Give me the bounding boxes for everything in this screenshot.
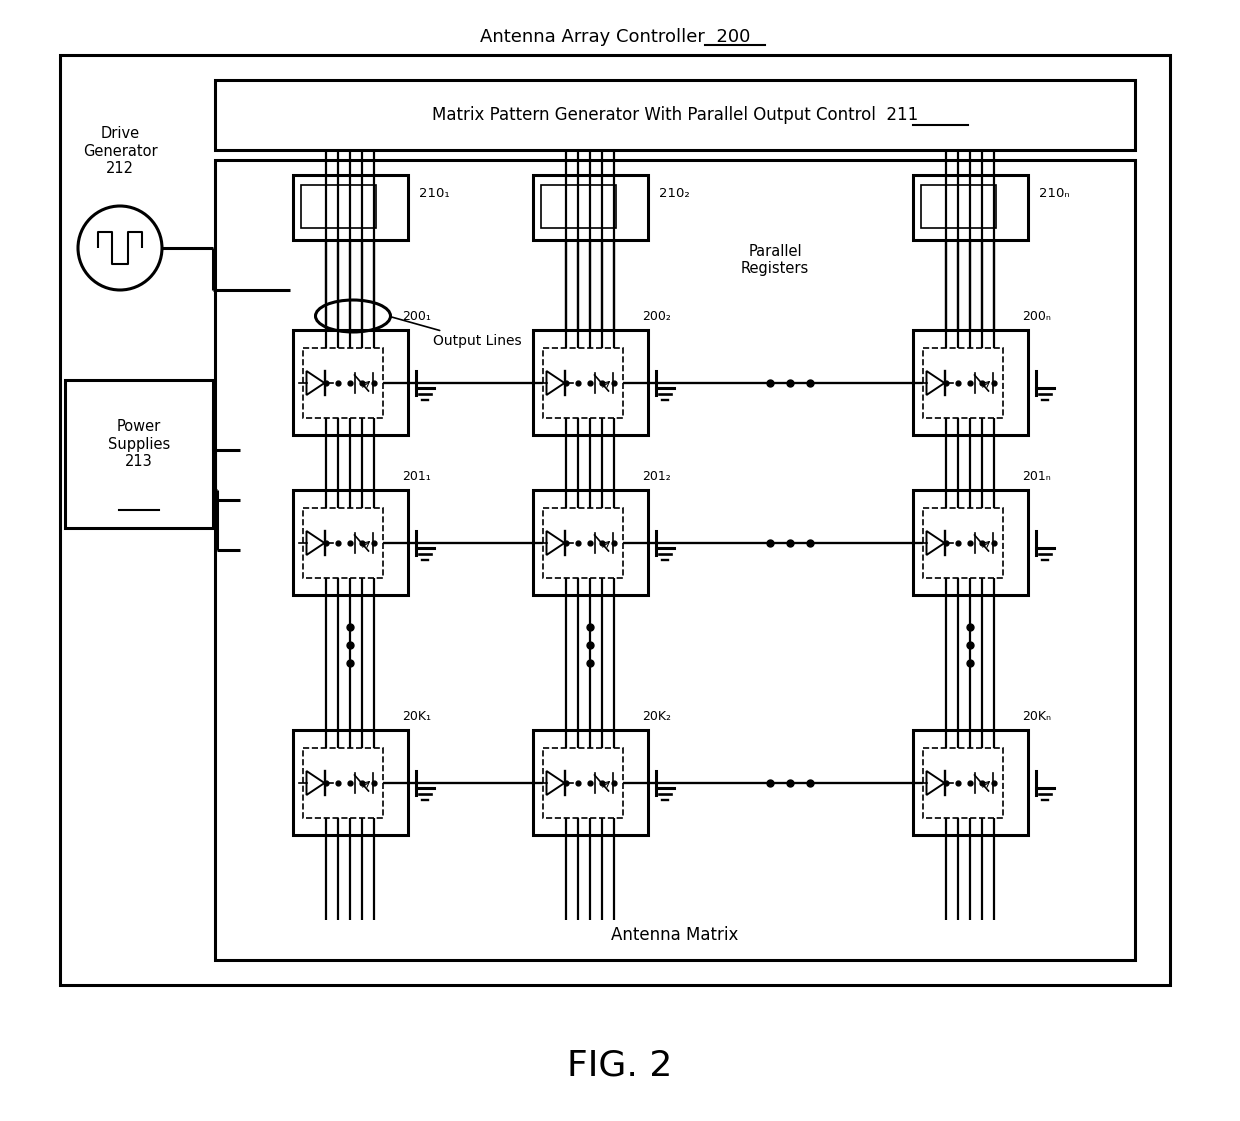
Bar xyxy=(913,175,1028,240)
Text: Parallel
Registers: Parallel Registers xyxy=(740,243,810,276)
Bar xyxy=(303,508,382,578)
Bar xyxy=(293,490,408,595)
Bar xyxy=(215,80,1135,150)
Text: 210₂: 210₂ xyxy=(660,187,691,200)
Text: 210₁: 210₁ xyxy=(419,187,450,200)
Bar xyxy=(303,748,382,818)
Text: 201₂: 201₂ xyxy=(642,470,671,482)
Text: Drive
Generator
212: Drive Generator 212 xyxy=(83,126,157,176)
Bar xyxy=(532,330,647,435)
Bar xyxy=(543,348,622,418)
Bar xyxy=(543,508,622,578)
Bar xyxy=(920,185,996,228)
Bar xyxy=(532,175,647,240)
Text: 200₂: 200₂ xyxy=(642,309,671,323)
Bar xyxy=(293,175,408,240)
Text: Power
Supplies
213: Power Supplies 213 xyxy=(108,419,170,469)
Text: Antenna Matrix: Antenna Matrix xyxy=(611,926,739,944)
Text: 201₁: 201₁ xyxy=(403,470,432,482)
Bar xyxy=(913,330,1028,435)
Bar xyxy=(913,490,1028,595)
Bar xyxy=(293,330,408,435)
Bar xyxy=(913,730,1028,835)
Bar xyxy=(60,55,1171,985)
Text: Matrix Pattern Generator With Parallel Output Control  211: Matrix Pattern Generator With Parallel O… xyxy=(432,106,918,124)
Bar xyxy=(923,508,1002,578)
Bar xyxy=(532,490,647,595)
Text: 210ₙ: 210ₙ xyxy=(1039,187,1070,200)
Text: Output Lines: Output Lines xyxy=(391,317,522,348)
Bar xyxy=(215,160,1135,960)
Text: 20K₂: 20K₂ xyxy=(642,710,672,723)
Text: 201ₙ: 201ₙ xyxy=(1023,470,1052,482)
Text: Antenna Array Controller  200: Antenna Array Controller 200 xyxy=(480,28,750,46)
Text: 200₁: 200₁ xyxy=(403,309,432,323)
Text: 20K₁: 20K₁ xyxy=(403,710,432,723)
Bar xyxy=(543,748,622,818)
Text: 20Kₙ: 20Kₙ xyxy=(1023,710,1052,723)
Text: 200ₙ: 200ₙ xyxy=(1023,309,1052,323)
Bar xyxy=(923,748,1002,818)
Bar xyxy=(293,730,408,835)
Bar xyxy=(300,185,376,228)
Bar xyxy=(532,730,647,835)
Text: FIG. 2: FIG. 2 xyxy=(568,1048,672,1082)
Bar xyxy=(541,185,615,228)
Bar xyxy=(303,348,382,418)
Bar xyxy=(64,380,213,528)
Bar xyxy=(923,348,1002,418)
